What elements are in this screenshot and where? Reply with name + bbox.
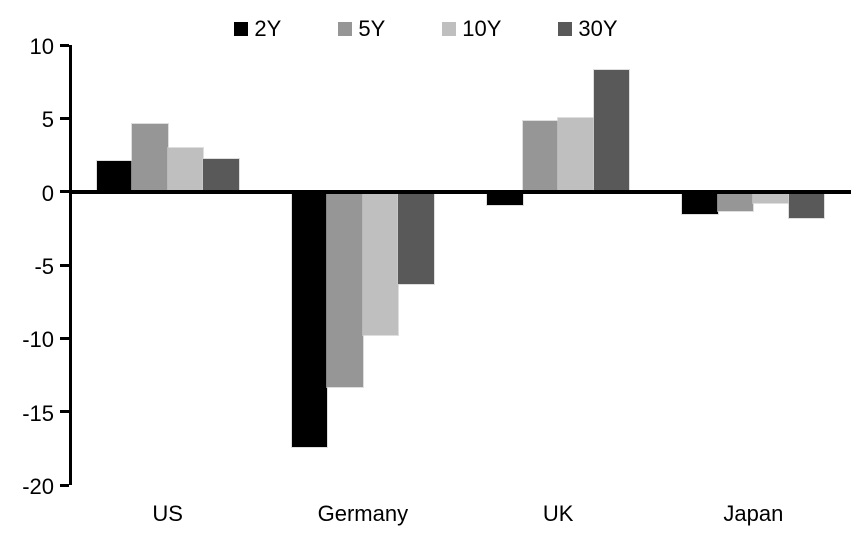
category-label-japan: Japan <box>723 501 784 526</box>
bar-germany-2y <box>291 191 328 447</box>
y-axis-line <box>69 45 72 485</box>
legend-swatch-5y <box>338 22 353 36</box>
y-axis-tick-label: -15 <box>22 400 54 426</box>
bar-us-5y <box>132 124 168 192</box>
y-axis-tick <box>60 336 69 340</box>
bar-uk-30y <box>593 69 630 192</box>
bar-japan-2y <box>682 191 718 214</box>
bar-uk-2y <box>487 191 523 205</box>
category-label-uk: UK <box>542 501 574 526</box>
y-axis-tick <box>60 43 69 47</box>
category-label-us: US <box>152 501 183 526</box>
bar-germany-5y <box>327 191 363 387</box>
legend-swatch-30y <box>558 22 573 36</box>
legend-swatch-10y <box>442 22 457 36</box>
legend-label: 5Y <box>358 16 386 41</box>
y-axis-tick <box>60 263 69 267</box>
legend-label: 30Y <box>578 16 618 41</box>
y-axis-tick <box>60 483 69 487</box>
legend-item-10y: 10Y <box>442 18 501 40</box>
y-axis-tick-label: 5 <box>41 107 54 133</box>
category-label-germany: Germany <box>317 501 409 526</box>
bar-us-10y <box>167 147 204 192</box>
y-axis-tick-label: -10 <box>22 327 54 353</box>
zero-baseline <box>69 189 851 194</box>
bar-germany-10y <box>362 191 399 336</box>
bar-japan-5y <box>717 191 754 211</box>
y-axis-tick <box>60 410 69 414</box>
y-axis-tick-label: 10 <box>29 34 54 59</box>
y-axis-tick <box>60 116 69 120</box>
bar-japan-10y <box>753 191 789 204</box>
legend-item-30y: 30Y <box>558 16 618 41</box>
bar-us-2y <box>96 160 133 192</box>
y-axis-tick-label: -5 <box>34 254 54 279</box>
legend-label: 10Y <box>462 16 502 41</box>
legend-item-2y: 2Y <box>234 18 281 40</box>
legend-item-5y: 5Y <box>338 18 385 40</box>
bar-japan-30y <box>788 191 825 219</box>
bar-uk-10y <box>558 118 594 192</box>
y-axis-tick-label: 0 <box>41 180 54 206</box>
bar-uk-5y <box>522 121 559 192</box>
legend-swatch-2y <box>234 22 249 36</box>
y-axis-tick-label: -20 <box>22 474 54 499</box>
chart-legend: 2Y 5Y 10Y 30Y <box>0 18 852 40</box>
bar-us-30y <box>203 159 239 192</box>
y-axis-tick <box>60 190 69 194</box>
legend-label: 2Y <box>254 16 282 41</box>
bar-germany-30y <box>398 191 434 285</box>
